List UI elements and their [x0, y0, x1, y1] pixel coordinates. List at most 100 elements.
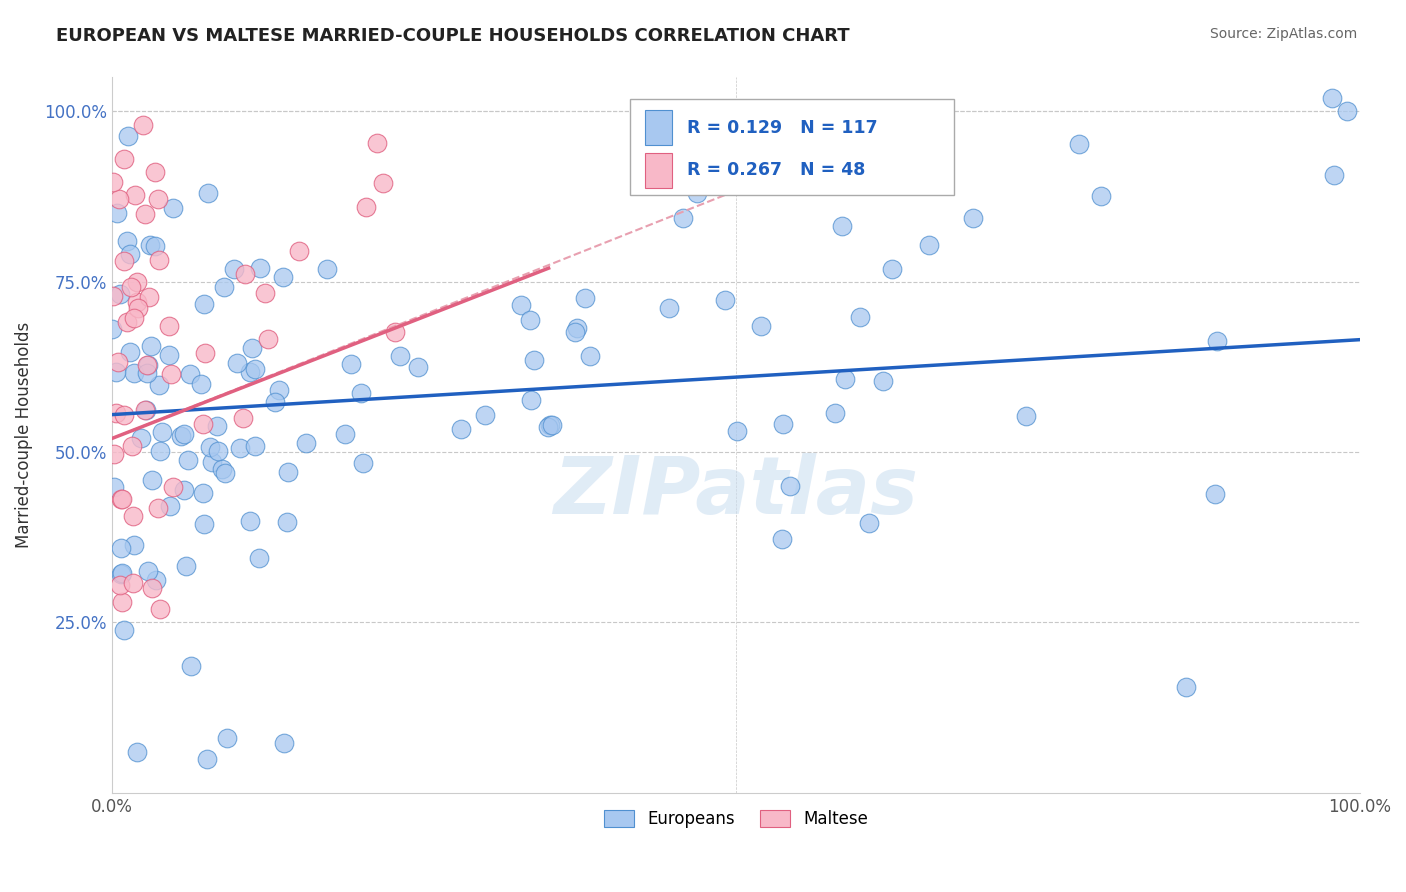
Point — [122, 575, 145, 590]
Point — [373, 176, 395, 190]
Point — [858, 516, 880, 530]
Point — [122, 538, 145, 552]
Point — [228, 441, 250, 455]
Point — [356, 201, 378, 215]
Point — [122, 310, 145, 325]
Point — [101, 322, 124, 336]
Point — [239, 514, 262, 528]
Point — [770, 532, 793, 546]
Point — [136, 366, 159, 380]
Point — [174, 559, 197, 574]
Point — [150, 425, 173, 439]
Point — [162, 201, 184, 215]
Point — [211, 461, 233, 475]
Point — [127, 745, 149, 759]
Point — [340, 357, 363, 371]
Point — [146, 192, 169, 206]
Point — [177, 452, 200, 467]
Point — [195, 751, 218, 765]
Point — [243, 439, 266, 453]
Point — [574, 291, 596, 305]
Point — [658, 301, 681, 315]
Point — [277, 465, 299, 479]
Point — [111, 566, 134, 580]
Point — [145, 165, 167, 179]
Point — [132, 118, 155, 132]
Point — [271, 269, 294, 284]
Point — [406, 360, 429, 375]
Point — [727, 424, 749, 438]
Point — [1015, 409, 1038, 423]
Point — [136, 358, 159, 372]
Point — [190, 376, 212, 391]
Point — [232, 411, 254, 425]
Point — [124, 188, 146, 202]
Point — [520, 393, 543, 408]
Point — [579, 350, 602, 364]
Point — [207, 444, 229, 458]
Point — [224, 261, 246, 276]
Point — [125, 295, 148, 310]
Point — [194, 346, 217, 360]
Point — [1323, 168, 1346, 182]
Point — [114, 152, 136, 166]
Point — [122, 366, 145, 380]
Point — [200, 440, 222, 454]
Text: EUROPEAN VS MALTESE MARRIED-COUPLE HOUSEHOLDS CORRELATION CHART: EUROPEAN VS MALTESE MARRIED-COUPLE HOUSE… — [56, 27, 849, 45]
Point — [1206, 334, 1229, 349]
Point — [350, 385, 373, 400]
Point — [848, 310, 870, 324]
Point — [918, 237, 941, 252]
Point — [243, 362, 266, 376]
Point — [197, 186, 219, 200]
Point — [247, 550, 270, 565]
Point — [136, 358, 159, 372]
Point — [536, 420, 558, 434]
Point — [129, 432, 152, 446]
Point — [389, 349, 412, 363]
Point — [235, 267, 257, 281]
Point — [193, 516, 215, 531]
Point — [146, 500, 169, 515]
FancyBboxPatch shape — [630, 99, 955, 195]
Point — [173, 483, 195, 497]
Point — [824, 406, 846, 420]
Point — [1336, 104, 1358, 119]
Point — [145, 573, 167, 587]
Point — [538, 417, 561, 432]
Point — [212, 279, 235, 293]
Point — [138, 565, 160, 579]
Point — [110, 287, 132, 301]
Point — [1175, 680, 1198, 694]
Point — [366, 136, 388, 151]
Bar — [645, 153, 672, 187]
Y-axis label: Married-couple Households: Married-couple Households — [15, 322, 32, 549]
Point — [134, 402, 156, 417]
Point — [686, 186, 709, 201]
Point — [139, 238, 162, 252]
Point — [217, 731, 239, 746]
Point — [120, 344, 142, 359]
Point — [880, 262, 903, 277]
Point — [240, 341, 263, 355]
Point — [352, 456, 374, 470]
Point — [170, 429, 193, 443]
Point — [115, 315, 138, 329]
Point — [295, 435, 318, 450]
Point — [257, 332, 280, 346]
Point — [159, 499, 181, 513]
Point — [276, 515, 298, 529]
Point — [193, 297, 215, 311]
Bar — [645, 111, 672, 145]
Point — [103, 446, 125, 460]
Point — [105, 206, 128, 220]
Point — [450, 422, 472, 436]
Point — [111, 491, 134, 506]
Point — [249, 260, 271, 275]
Point — [107, 192, 129, 206]
Point — [149, 443, 172, 458]
Point — [191, 486, 214, 500]
Point — [117, 234, 139, 248]
Point — [148, 252, 170, 267]
Text: Source: ZipAtlas.com: Source: ZipAtlas.com — [1209, 27, 1357, 41]
